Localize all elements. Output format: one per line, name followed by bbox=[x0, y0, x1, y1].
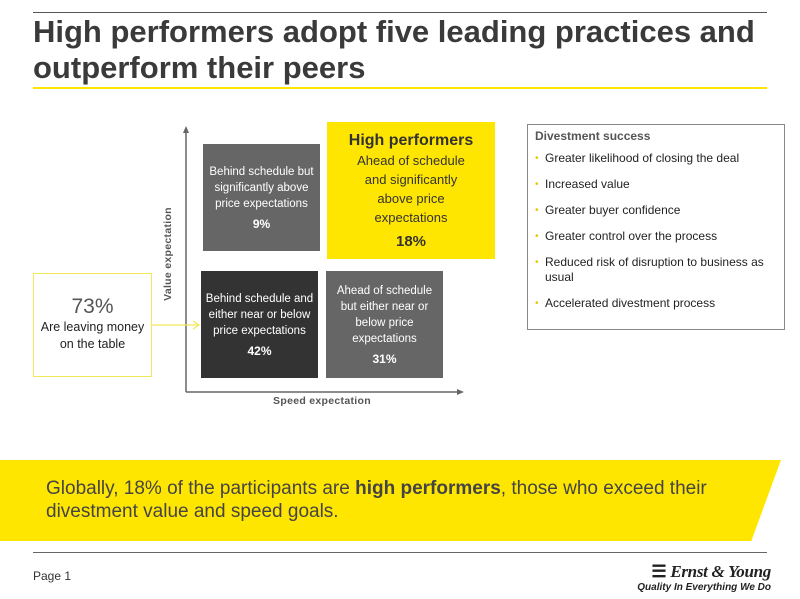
success-item: Reduced risk of disruption to business a… bbox=[535, 255, 777, 285]
quadrant-high-performers: High performers Ahead of schedule and si… bbox=[327, 122, 495, 259]
money-on-table-callout: 73% Are leaving money on the table bbox=[33, 273, 152, 377]
summary-post: , those who exceed their divestment valu… bbox=[46, 478, 707, 522]
quadrant-bottom-right: Ahead of schedule but either near or bel… bbox=[326, 271, 443, 378]
matrix-axes bbox=[152, 126, 464, 395]
page-number: Page 1 bbox=[33, 569, 72, 583]
logo-mark-icon: ☰ bbox=[651, 562, 667, 581]
summary-text: Globally, 18% of the participants are hi… bbox=[46, 477, 746, 523]
x-axis-label: Speed expectation bbox=[273, 395, 371, 407]
logo-text: Ernst & Young bbox=[670, 562, 771, 581]
summary-pre: Globally, 18% of the participants are bbox=[46, 478, 356, 499]
top-rule bbox=[33, 12, 767, 13]
quadrant-text: Behind schedule but significantly above … bbox=[209, 165, 314, 210]
tagline: Quality In Everything We Do bbox=[637, 582, 771, 593]
callout-arrow-head-icon bbox=[192, 320, 201, 330]
quadrant-top-left: Behind schedule but significantly above … bbox=[203, 144, 320, 251]
divestment-success-box: Divestment success Greater likelihood of… bbox=[527, 124, 785, 330]
success-item: Increased value bbox=[535, 177, 777, 192]
callout-pct: 73% bbox=[71, 294, 114, 318]
quadrant-pct: 31% bbox=[372, 351, 397, 366]
quadrant-pct: 9% bbox=[252, 216, 271, 231]
quadrant-pct: 18% bbox=[395, 232, 427, 250]
ey-logo: ☰ Ernst & Young Quality In Everything We… bbox=[636, 562, 771, 593]
page-title: High performers adopt five leading pract… bbox=[33, 14, 755, 85]
summary-bold: high performers bbox=[355, 478, 501, 499]
quadrant-pct: 42% bbox=[247, 343, 272, 358]
quadrant-bottom-left: Behind schedule and either near or below… bbox=[201, 271, 318, 378]
success-item: Accelerated divestment process bbox=[535, 296, 777, 311]
success-item: Greater likelihood of closing the deal bbox=[535, 151, 777, 166]
success-title: Divestment success bbox=[535, 129, 651, 143]
callout-text: Are leaving money on the table bbox=[40, 319, 145, 351]
summary-banner bbox=[0, 460, 781, 541]
y-axis-arrow-icon bbox=[183, 126, 189, 133]
footer-rule bbox=[33, 552, 767, 553]
y-axis-label: Value expectation bbox=[162, 207, 174, 301]
x-axis-arrow-icon bbox=[457, 389, 464, 395]
success-item: Greater buyer confidence bbox=[535, 203, 777, 218]
title-underline bbox=[33, 87, 767, 89]
quadrant-heading: High performers bbox=[348, 131, 474, 149]
quadrant-text: Ahead of schedule but either near or bel… bbox=[336, 284, 433, 345]
quadrant-text: Ahead of schedule and significantly abov… bbox=[357, 152, 465, 225]
success-item: Greater control over the process bbox=[535, 229, 777, 244]
quadrant-text: Behind schedule and either near or below… bbox=[205, 292, 314, 337]
